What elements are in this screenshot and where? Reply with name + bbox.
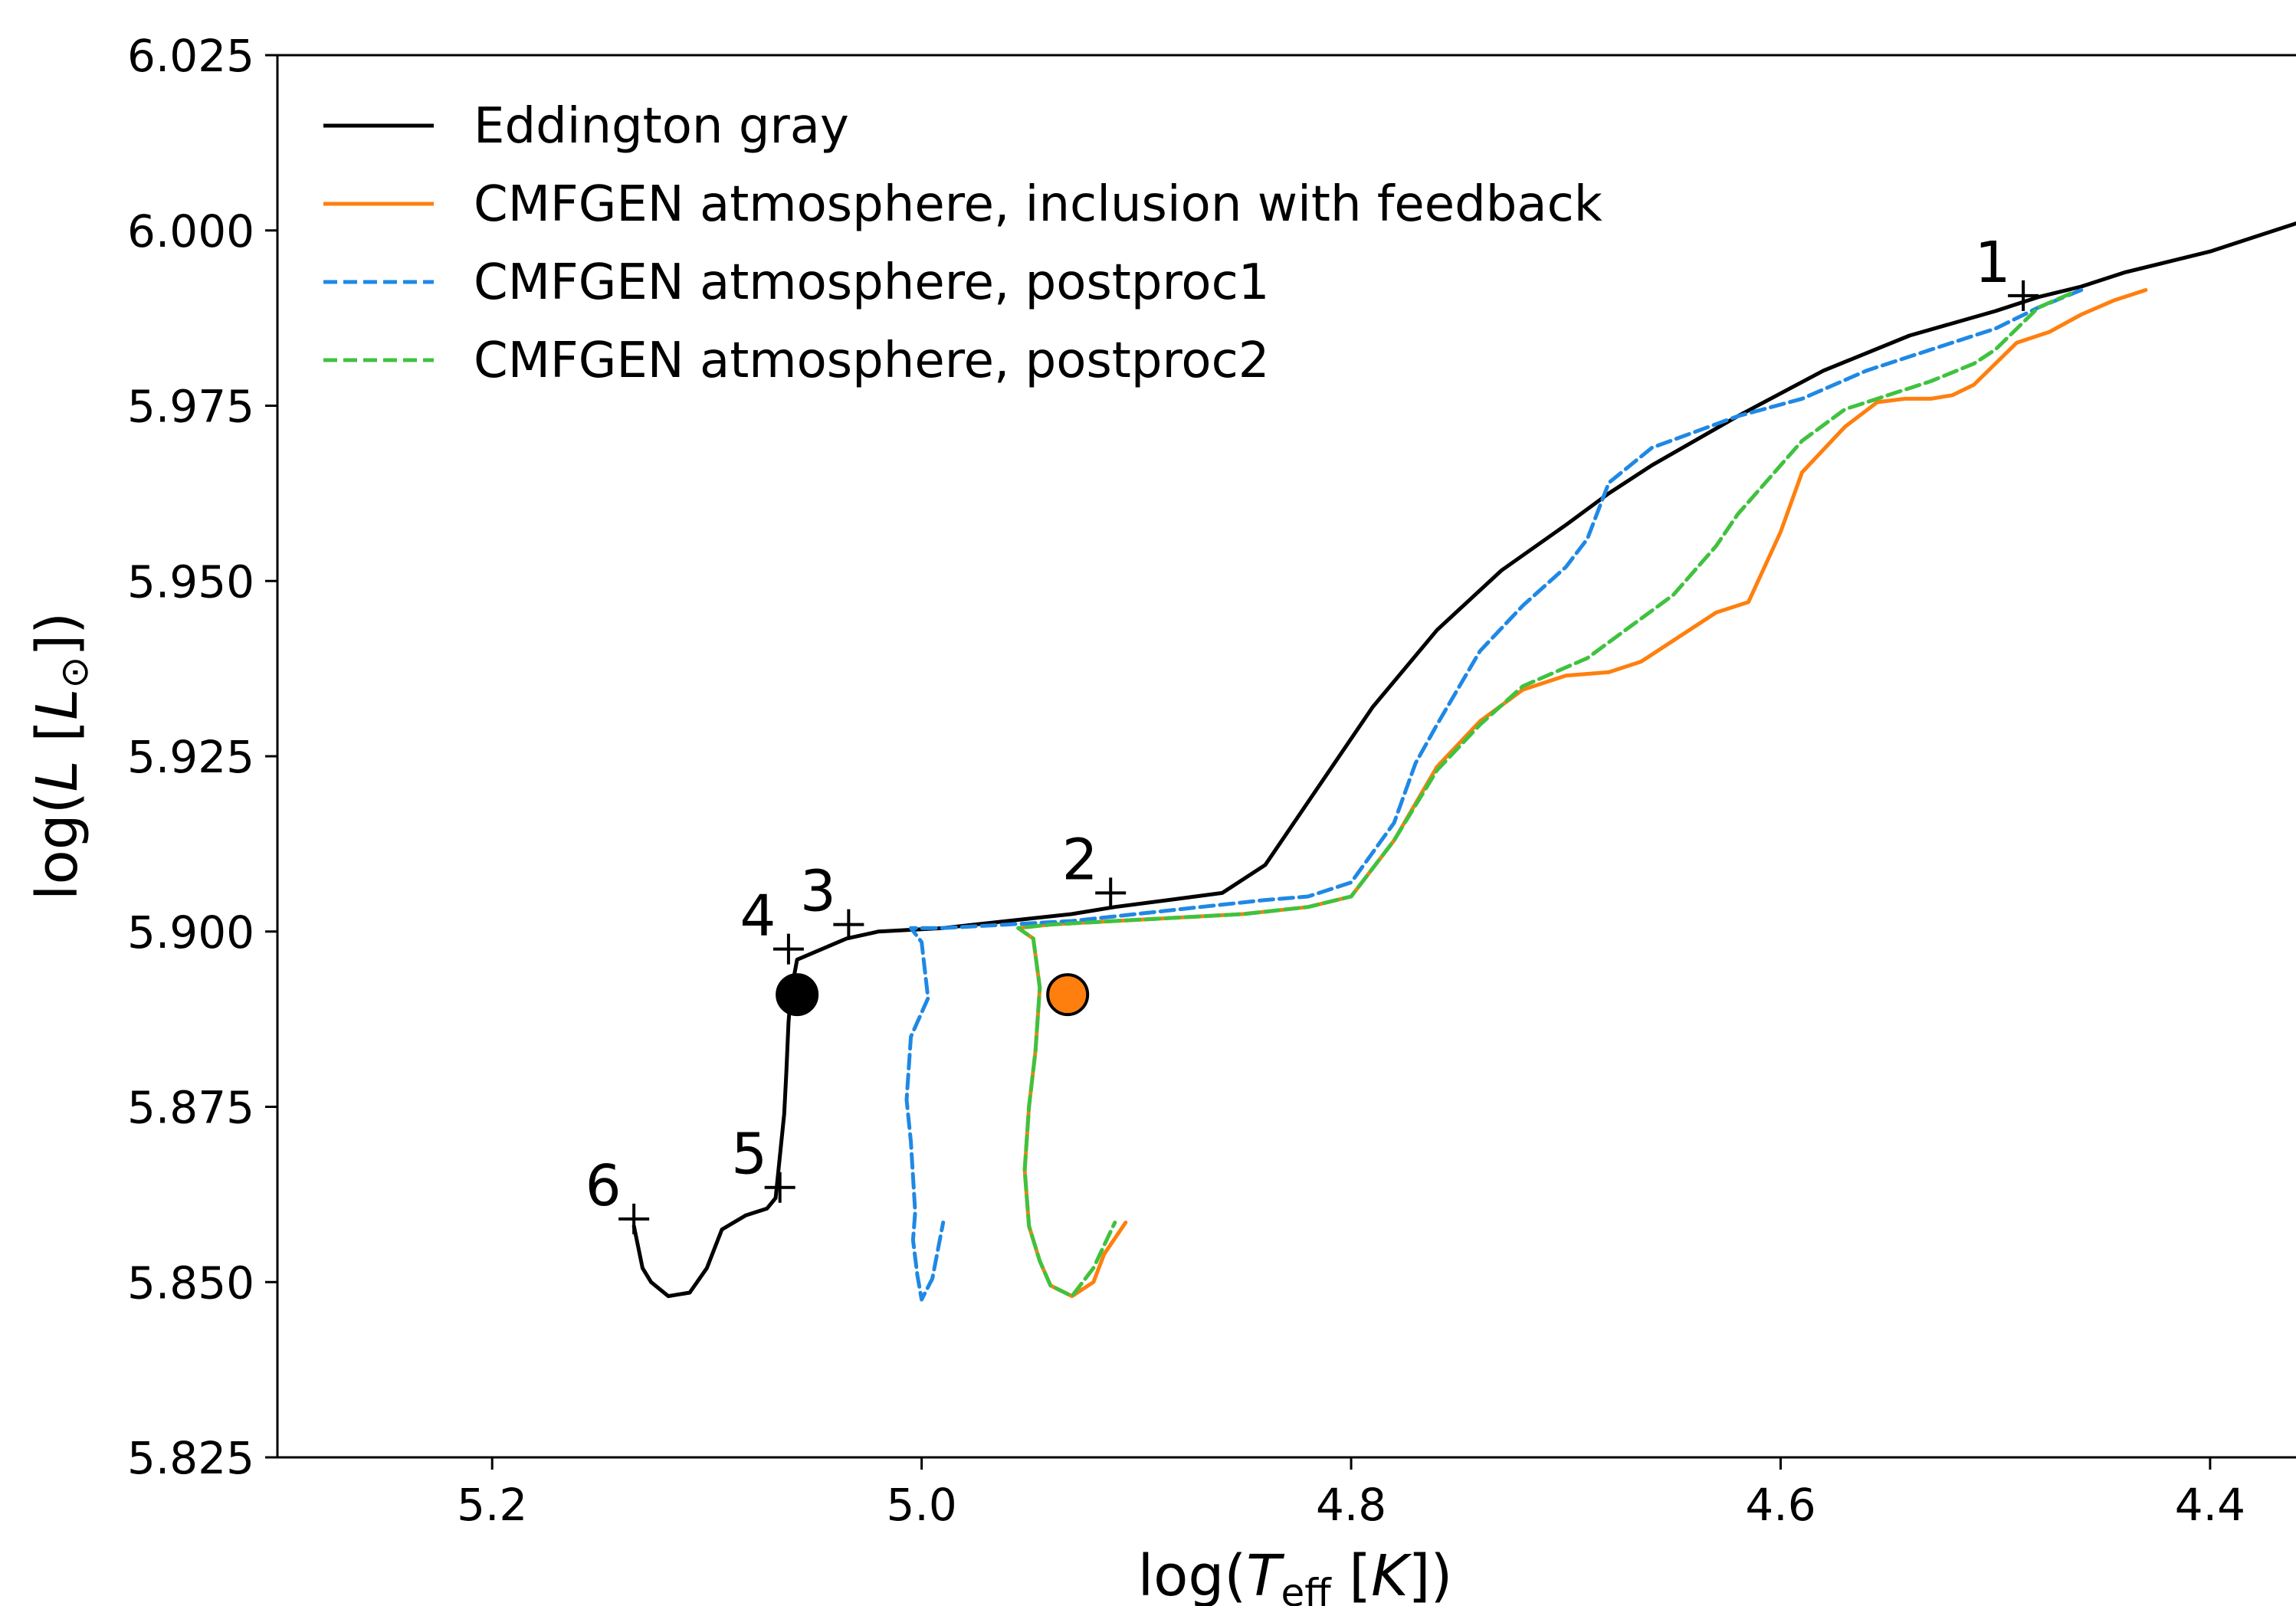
x-tick-label: 4.4	[2175, 1479, 2245, 1531]
marker-layer: 1 2 34 5 6	[585, 230, 2039, 1234]
evolution-marker-label-5: 5	[731, 1122, 767, 1188]
evolution-marker-label-4: 4	[740, 883, 776, 949]
evolution-marker-label-1: 1	[1975, 230, 2011, 296]
evolution-marker-label-6: 6	[585, 1153, 622, 1219]
y-tick-label: 5.925	[127, 731, 254, 783]
legend-label-2: CMFGEN atmosphere, inclusion with feedba…	[474, 176, 1602, 233]
series-line-2	[1016, 288, 2148, 1299]
highlight-point-2	[1046, 973, 1090, 1017]
evolution-marker-3	[833, 909, 864, 940]
evolution-marker-6	[618, 1203, 650, 1234]
x-tick-label: 4.8	[1316, 1479, 1386, 1531]
y-axis-title: log(L [L⊙])	[25, 612, 97, 900]
series-line-4	[1016, 291, 2073, 1299]
legend-label-3: CMFGEN atmosphere, postproc1	[474, 254, 1269, 311]
x-tick-label: 4.6	[1745, 1479, 1815, 1531]
evolution-marker-label-3: 3	[800, 859, 836, 925]
y-tick-label: 5.875	[127, 1082, 254, 1134]
y-tick-label: 5.850	[127, 1257, 254, 1309]
y-tick-label: 5.975	[127, 381, 254, 433]
y-tick-label: 5.950	[127, 556, 254, 608]
evolution-marker-4	[772, 933, 804, 965]
evolution-marker-5	[764, 1172, 795, 1203]
point-layer	[776, 973, 1090, 1017]
x-axis-title: log(Teff [K])	[1138, 1543, 1453, 1606]
series-line-1	[631, 221, 2296, 1299]
x-tick-label: 5.0	[887, 1479, 957, 1531]
y-tick-label: 6.025	[127, 30, 254, 82]
y-tick-label: 5.825	[127, 1432, 254, 1484]
x-tick-label: 5.2	[457, 1479, 527, 1531]
y-axis-ticks: 5.825 5.850 5.875 5.900 5.925 5.950 5.975 6.000…	[127, 30, 277, 1484]
series-line-3	[904, 288, 2084, 1302]
evolution-marker-2	[1095, 877, 1127, 909]
series-layer	[631, 221, 2296, 1302]
legend-label-1: Eddington gray	[474, 98, 849, 155]
y-tick-label: 5.900	[127, 906, 254, 959]
y-tick-label: 6.000	[127, 205, 254, 257]
evolution-marker-1	[2008, 280, 2039, 311]
x-axis-ticks: 5.2 5.0 4.8 4.6 4.4	[457, 1457, 2245, 1531]
highlight-point-1	[776, 973, 819, 1017]
evolution-marker-label-2: 2	[1062, 827, 1098, 893]
legend-label-4: CMFGEN atmosphere, postproc2	[474, 333, 1269, 389]
legend: Eddington gray CMFGEN atmosphere, inclusi…	[323, 98, 1602, 389]
